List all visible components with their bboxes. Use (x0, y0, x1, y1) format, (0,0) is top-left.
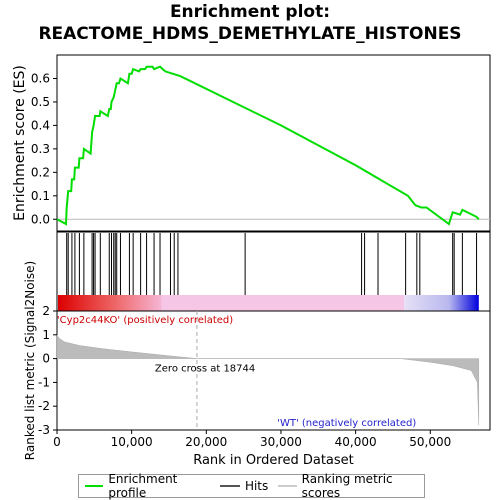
metric-y-tick-label: 0 (42, 352, 50, 366)
legend-swatch-enrichment (85, 485, 104, 487)
chart-title-line1: Enrichment plot: (169, 2, 331, 22)
legend-item-ranking-metric: Ranking metric scores (278, 472, 424, 500)
colorbar-middle (161, 295, 405, 311)
legend-swatch-hits (219, 485, 240, 487)
metric-panel-frame (56, 310, 491, 431)
legend-label-hits: Hits (244, 479, 269, 493)
x-tick-label: 0 (53, 435, 61, 449)
es-y-tick-label: 0.0 (31, 212, 50, 226)
metric-profile-area (56, 333, 480, 426)
legend-label-ranking: Ranking metric scores (301, 472, 393, 500)
es-y-tick-label: 0.6 (31, 71, 50, 85)
metric-y-tick-label: -2 (38, 399, 50, 413)
es-y-tick-label: 0.1 (31, 189, 50, 203)
colorbar-negative (404, 295, 479, 311)
metric-y-tick-label: 2 (42, 304, 50, 318)
x-tick-label: 20,000 (185, 435, 227, 449)
colorbar-positive (58, 295, 162, 311)
legend-item-hits: Hits (219, 479, 269, 493)
metric-y-tick-label: -3 (38, 423, 50, 437)
es-panel-frame (56, 54, 491, 232)
es-y-tick-label: 0.3 (31, 142, 50, 156)
x-axis-label: Rank in Ordered Dataset (193, 453, 354, 468)
legend: Enrichment profile Hits Ranking metric s… (78, 472, 425, 500)
zero-cross-label: Zero cross at 18744 (155, 364, 255, 375)
metric-y-tick-label: 1 (42, 328, 50, 342)
enrichment-profile-line (56, 65, 480, 226)
x-tick-label: 30,000 (260, 435, 302, 449)
es-y-tick-label: 0.5 (31, 95, 50, 109)
x-tick-label: 40,000 (335, 435, 377, 449)
legend-item-enrichment-profile: Enrichment profile (85, 472, 210, 500)
es-y-tick-label: 0.2 (31, 165, 50, 179)
x-tick-label: 10,000 (111, 435, 153, 449)
positive-correlation-label: 'Cyp2c44KO' (positively correlated) (57, 315, 233, 326)
metric-y-tick-label: -1 (38, 375, 50, 389)
legend-label-enrichment: Enrichment profile (108, 472, 178, 500)
chart-title-line2: REACTOME_HDMS_DEMETHYLATE_HISTONES (38, 24, 462, 44)
x-tick-label: 50,000 (409, 435, 451, 449)
legend-swatch-ranking (278, 485, 297, 487)
es-y-tick-label: 0.4 (31, 118, 50, 132)
metric-y-axis-label: Ranked list metric (Signal2Noise) (23, 261, 37, 460)
negative-correlation-label: 'WT' (negatively correlated) (277, 418, 416, 429)
es-y-axis-label: Enrichment score (ES) (12, 65, 28, 221)
